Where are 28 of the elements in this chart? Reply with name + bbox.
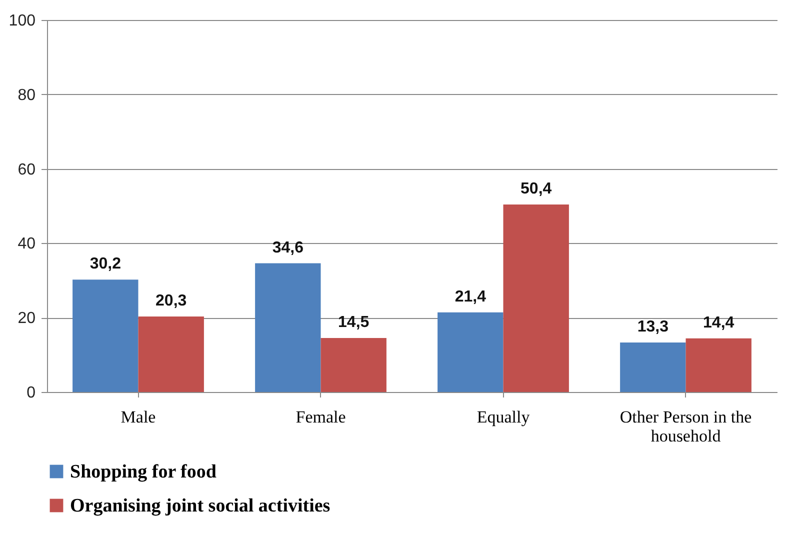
data-label: 14,5 [338,314,370,332]
bar [620,342,686,392]
y-tick-label: 20 [18,310,36,328]
data-label: 14,4 [703,314,734,332]
data-label: 13,3 [637,318,669,336]
data-label: 21,4 [454,288,486,306]
y-tick-label: 40 [18,236,36,253]
legend-label: Shopping for food [70,462,217,482]
x-tick-label: Other Person in the household [620,408,752,446]
data-label: 30,2 [90,256,122,273]
bar [438,312,504,392]
y-tick-label: 100 [8,12,36,30]
y-tick-label: 80 [18,86,36,104]
data-label: 50,4 [520,180,552,198]
y-tick-label: 60 [18,161,36,178]
data-label: 20,3 [156,292,187,310]
bar [320,338,386,392]
bar [503,204,569,392]
bar [72,280,138,392]
bar [255,263,321,392]
bar [686,338,752,392]
data-label: 34,6 [272,239,304,256]
y-tick-label: 0 [26,384,36,402]
bar [138,316,204,392]
legend-label: Organising joint social activities [70,496,330,516]
x-tick-label: Male [120,408,156,426]
x-tick-label: Equally [476,408,530,426]
x-tick-label: Female [296,408,346,426]
